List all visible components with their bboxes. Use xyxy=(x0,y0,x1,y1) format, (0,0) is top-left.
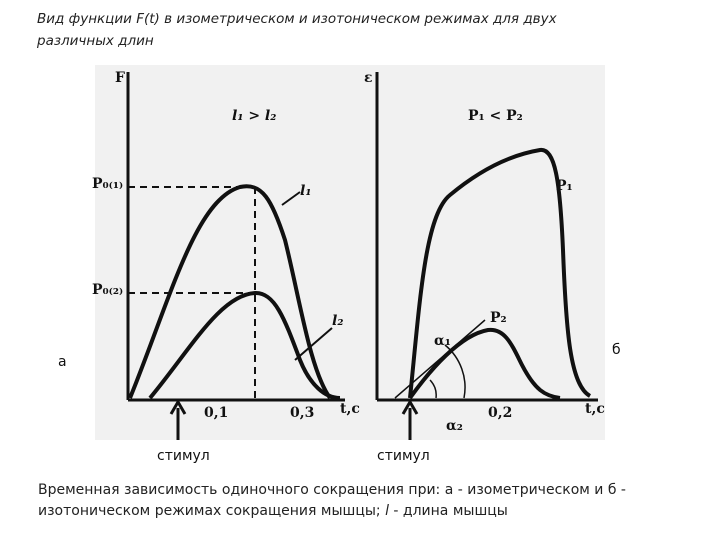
angle-label: α₁ xyxy=(434,333,451,349)
curve-label: P₂ xyxy=(490,310,507,326)
caption: Временная зависимость одиночного сокраще… xyxy=(38,480,638,522)
caption-symbol: l xyxy=(385,503,389,519)
tangent-line xyxy=(394,319,486,399)
leader-line xyxy=(294,327,333,361)
condition-label: l₁ > l₂ xyxy=(232,108,276,124)
figure-background xyxy=(95,65,605,440)
condition-label: P₁ < P₂ xyxy=(468,108,523,124)
caption-text: - длина мышцы xyxy=(388,503,508,519)
curve xyxy=(148,290,341,400)
axis-label: ε xyxy=(364,70,373,86)
caption-text: Временная зависимость одиночного сокраще… xyxy=(38,482,626,519)
curve-label: l₁ xyxy=(300,183,311,199)
leader-line xyxy=(281,191,301,206)
level-label: P₀₍₂₎ xyxy=(92,282,123,298)
angle-arc xyxy=(429,379,437,399)
angle-label: α₂ xyxy=(446,418,463,434)
axis-label: t,c xyxy=(340,401,360,417)
curve-label: l₂ xyxy=(332,313,343,329)
stimulus-label: стимул xyxy=(157,448,210,464)
stimulus-arrow xyxy=(169,399,187,440)
tick-label: 0,1 xyxy=(204,405,228,421)
stimulus-arrow xyxy=(401,399,419,440)
curve xyxy=(408,148,592,399)
curve xyxy=(128,184,332,400)
panel-label: а xyxy=(58,354,67,370)
curve-label: P₁ xyxy=(556,178,573,194)
slide-title: Вид функции F(t) в изометрическом и изот… xyxy=(37,11,557,49)
axis-label: t,c xyxy=(585,401,605,417)
axis-label: F xyxy=(115,70,125,86)
curve xyxy=(408,327,561,400)
stimulus-label: стимул xyxy=(377,448,430,464)
tick-label: 0,2 xyxy=(488,405,512,421)
tick-label: 0,3 xyxy=(290,405,314,421)
panel-label: б xyxy=(612,342,621,358)
angle-arc xyxy=(444,344,466,399)
level-label: P₀₍₁₎ xyxy=(92,176,123,192)
